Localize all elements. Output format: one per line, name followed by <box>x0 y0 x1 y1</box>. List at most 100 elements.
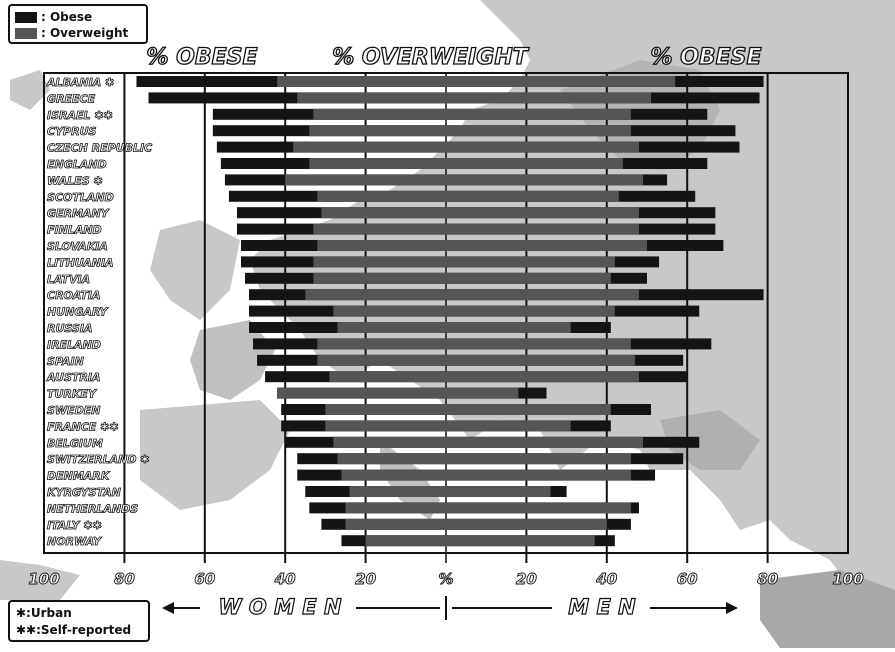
bar-men-overweight <box>446 371 639 383</box>
bar-women-overweight <box>293 141 446 153</box>
bar-men-overweight <box>446 535 595 547</box>
bar-women-overweight <box>345 518 446 530</box>
bar-women-overweight <box>337 322 446 333</box>
country-label: LITHUANIA <box>47 256 114 269</box>
x-tick-label: 40 <box>595 570 617 588</box>
bar-men-overweight <box>446 387 519 399</box>
x-tick-label: 60 <box>194 570 215 588</box>
bar-women-overweight <box>321 207 446 219</box>
country-label: ENGLAND <box>47 158 107 171</box>
country-label: CYPRUS <box>47 125 97 138</box>
x-tick-label: 80 <box>114 570 135 588</box>
legend-obese-label: : Obese <box>41 10 93 24</box>
bar-men-overweight <box>446 158 623 169</box>
bar-women-overweight <box>297 92 446 104</box>
bar-men-overweight <box>446 272 611 284</box>
women-arrow-head <box>162 602 174 614</box>
bar-women-overweight <box>345 502 446 514</box>
legend: : Obese : Overweight <box>8 4 148 44</box>
bar-women-overweight <box>317 240 446 251</box>
bar-women-overweight <box>313 108 446 120</box>
bar-men-overweight <box>446 404 611 415</box>
x-axis: 100 80 60 40 20% 20 40 60 80 100 <box>28 570 864 620</box>
bar-men-overweight <box>446 305 615 317</box>
bar-men-overweight <box>446 289 639 301</box>
country-label: ALBANIA ✱ <box>46 76 114 89</box>
bar-women-overweight <box>309 158 446 169</box>
country-label: IRELAND <box>47 338 101 351</box>
x-tick-label: 20 <box>516 570 537 588</box>
legend-overweight-label: : Overweight <box>41 26 129 40</box>
bar-women-overweight <box>317 338 446 350</box>
country-label: SCOTLAND <box>47 191 114 204</box>
country-label: HUNGARY <box>47 306 108 319</box>
country-label: CZECH REPUBLIC <box>47 142 152 155</box>
footnote-box: ✱:Urban ✱✱:Self-reported <box>8 600 150 642</box>
header-center-overweight: % OVERWEIGHT <box>332 45 530 70</box>
overweight-swatch <box>15 27 37 39</box>
country-label: BELGIUM <box>47 437 103 450</box>
country-label: CROATIA <box>47 289 100 302</box>
bar-women-overweight <box>317 190 446 202</box>
x-tick-label: 40 <box>274 570 296 588</box>
country-label: FRANCE ✱✱ <box>47 420 119 433</box>
x-tick-label: 80 <box>757 570 778 588</box>
bar-men-overweight <box>446 174 643 186</box>
country-label: LATVIA <box>47 273 90 286</box>
legend-item-obese: : Obese <box>15 9 141 25</box>
bar-women-overweight <box>325 404 446 415</box>
country-label: GERMANY <box>47 207 110 220</box>
bar-women-overweight <box>341 469 446 481</box>
country-label: WALES ✱ <box>47 174 103 187</box>
women-label: W O M E N <box>218 595 342 619</box>
bar-men-overweight <box>446 92 652 104</box>
bar-women-overweight <box>333 305 446 317</box>
country-label: ISRAEL ✱✱ <box>47 109 113 122</box>
note-urban: ✱:Urban <box>16 606 72 620</box>
country-label: SWITZERLAND ✱ <box>47 453 150 466</box>
bar-men-overweight <box>446 453 631 465</box>
gender-labels: W O M E N M E N <box>218 594 637 619</box>
bar-men-overweight <box>446 338 631 350</box>
bar-women-overweight <box>349 486 446 497</box>
men-arrow-head <box>726 602 738 614</box>
bar-men-overweight <box>446 190 619 202</box>
bar-women-overweight <box>313 223 446 235</box>
country-label: TURKEY <box>47 388 97 401</box>
chart-grid <box>43 72 849 563</box>
bar-women-overweight <box>277 387 446 399</box>
bar-men-overweight <box>446 223 639 235</box>
bar-women-overweight <box>313 256 446 268</box>
bar-men-overweight <box>446 240 647 251</box>
x-tick-label: 100 <box>832 570 863 588</box>
bar-women-overweight <box>285 174 446 186</box>
bar-women-overweight <box>329 371 446 383</box>
country-label: SLOVAKIA <box>47 240 108 253</box>
bar-men-overweight <box>446 420 571 432</box>
chart-bars <box>136 76 764 547</box>
country-label: SPAIN <box>47 355 84 368</box>
bar-men-overweight <box>446 469 631 481</box>
x-tick-label: 60 <box>677 570 698 588</box>
bar-men-overweight <box>446 207 639 219</box>
country-label: DENMARK <box>47 470 111 483</box>
bar-men-overweight <box>446 256 615 268</box>
x-tick-label: 100 <box>28 570 59 588</box>
bar-women-overweight <box>309 125 446 137</box>
men-label: M E N <box>568 595 636 619</box>
bar-women-overweight <box>365 535 446 547</box>
bar-women-overweight <box>325 420 446 432</box>
country-labels: ALBANIA ✱ GREECE ISRAEL ✱✱ CYPRUS CZECH REPU… <box>46 76 153 549</box>
country-label: KYRGYSTAN <box>47 486 121 499</box>
bar-men-overweight <box>446 322 571 333</box>
country-label: NETHERLANDS <box>47 502 138 515</box>
bar-women-overweight <box>337 453 446 465</box>
bar-men-overweight <box>446 125 631 137</box>
bar-men-overweight <box>446 436 643 448</box>
header-right-obese: % OBESE <box>650 45 761 70</box>
bar-men-overweight <box>446 108 631 120</box>
country-label: FINLAND <box>47 224 102 237</box>
country-label: RUSSIA <box>47 322 92 335</box>
